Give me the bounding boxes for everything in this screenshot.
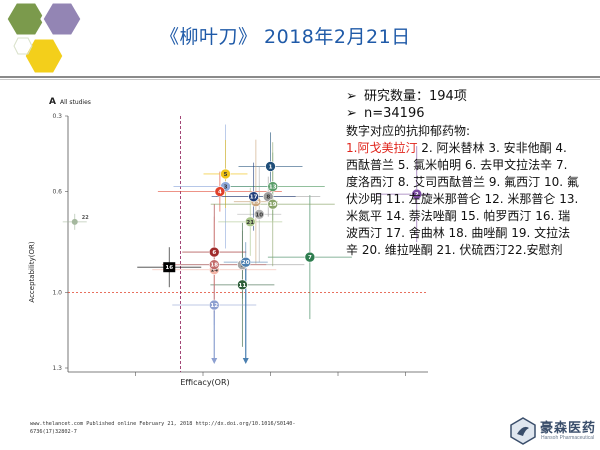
ci-extends-arrow-head-20 bbox=[242, 358, 249, 364]
hexagon-green bbox=[4, 0, 48, 38]
point-marker-7 bbox=[304, 251, 316, 263]
network-meta-analysis-plot: A All studies Efficacy(OR) Acceptability… bbox=[28, 97, 430, 387]
study-count-line: ➢ 研究数量：194项 bbox=[346, 88, 596, 105]
point-marker-17 bbox=[248, 191, 259, 202]
point-label-12: 12 bbox=[210, 303, 218, 309]
drug-list-rest: 2. 阿米替林 3. 安非他酮 4. 西酞普兰 5. 氯米帕明 6. 去甲文拉法… bbox=[346, 141, 579, 257]
decorative-hexagons bbox=[4, 0, 84, 75]
point-label-6: 6 bbox=[212, 250, 216, 256]
point-marker-12 bbox=[208, 299, 220, 311]
point-label-2: 2 bbox=[415, 192, 419, 198]
point-label-4: 4 bbox=[218, 190, 222, 196]
hansoh-logo-icon bbox=[510, 417, 536, 445]
point-marker-5 bbox=[220, 168, 231, 180]
drug-list: 1.阿戈美拉汀 2. 阿米替林 3. 安非他酮 4. 西酞普兰 5. 氯米帕明 … bbox=[346, 140, 581, 259]
point-marker-20 bbox=[240, 256, 252, 268]
point-label-14: 14 bbox=[210, 268, 218, 274]
drug-list-title: 数字对应的抗抑郁药物: bbox=[346, 124, 471, 138]
point-marker-11 bbox=[237, 279, 248, 291]
x-axis-label: Efficacy(OR) bbox=[180, 378, 229, 387]
point-label-20: 20 bbox=[242, 260, 250, 266]
point-marker-10 bbox=[253, 208, 265, 220]
point-label-3: 3 bbox=[224, 185, 228, 191]
company-logo: 豪森医药 Hansoh Pharmaceutical bbox=[508, 415, 600, 447]
y-tick-label-0.3: 0.3 bbox=[52, 113, 62, 120]
header-divider-thin bbox=[0, 79, 600, 80]
point-label-22: 22 bbox=[82, 215, 89, 221]
panel-label: A bbox=[49, 97, 56, 107]
citation: www.thelancet.com Published online Febru… bbox=[30, 421, 296, 435]
point-marker-1 bbox=[265, 161, 276, 172]
y-tick-label-1.0: 1.0 bbox=[52, 289, 62, 296]
point-marker-13 bbox=[267, 181, 279, 192]
point-label-8: 8 bbox=[266, 195, 270, 201]
slide-title: 《柳叶刀》 2018年2月21日 bbox=[160, 26, 411, 48]
arrow-bullet-icon: ➢ bbox=[346, 106, 357, 121]
hexagon-white-outline bbox=[13, 37, 33, 55]
point-marker-22 bbox=[71, 218, 78, 225]
point-label-7: 7 bbox=[308, 255, 312, 261]
sample-size: n=34196 bbox=[364, 106, 425, 121]
sample-size-line: ➢ n=34196 bbox=[346, 105, 596, 122]
y-axis-label: Acceptability(OR) bbox=[28, 241, 36, 302]
point-marker-6 bbox=[208, 246, 220, 258]
header-divider bbox=[0, 76, 600, 78]
point-label-18: 18 bbox=[210, 263, 218, 269]
study-count: 研究数量：194项 bbox=[364, 89, 467, 104]
point-label-15: 15 bbox=[252, 200, 260, 206]
point-label-1: 1 bbox=[269, 164, 273, 170]
point-marker-16 bbox=[163, 262, 176, 273]
point-label-19: 19 bbox=[269, 202, 277, 208]
arrow-bullet-icon: ➢ bbox=[346, 89, 357, 104]
point-label-11: 11 bbox=[239, 283, 247, 289]
point-label-17: 17 bbox=[250, 195, 258, 201]
study-summary: ➢ 研究数量：194项 ➢ n=34196 数字对应的抗抑郁药物: 1.阿戈美拉汀 … bbox=[346, 88, 596, 259]
ci-extends-arrow-head-12 bbox=[211, 358, 218, 364]
logo-name-en: Hansoh Pharmaceutical bbox=[541, 435, 595, 441]
point-marker-2 bbox=[411, 188, 423, 200]
point-marker-19 bbox=[267, 198, 279, 210]
point-label-13: 13 bbox=[269, 185, 277, 191]
point-marker-18 bbox=[208, 259, 220, 270]
y-tick-label-0.6: 0.6 bbox=[52, 189, 62, 196]
logo-name-cn: 豪森医药 bbox=[540, 421, 597, 436]
point-label-5: 5 bbox=[224, 172, 228, 178]
y-tick-label-1.3: 1.3 bbox=[52, 365, 62, 372]
drug-list-highlight: 1.阿戈美拉汀 bbox=[346, 141, 418, 155]
hexagon-yellow bbox=[22, 36, 66, 75]
hexagon-purple bbox=[40, 0, 84, 38]
point-marker-4 bbox=[214, 186, 226, 197]
point-label-21: 21 bbox=[246, 220, 254, 226]
point-marker-21 bbox=[244, 216, 256, 228]
panel-subtitle: All studies bbox=[60, 99, 91, 106]
point-label-10: 10 bbox=[255, 212, 263, 218]
point-label-16: 16 bbox=[165, 265, 173, 271]
